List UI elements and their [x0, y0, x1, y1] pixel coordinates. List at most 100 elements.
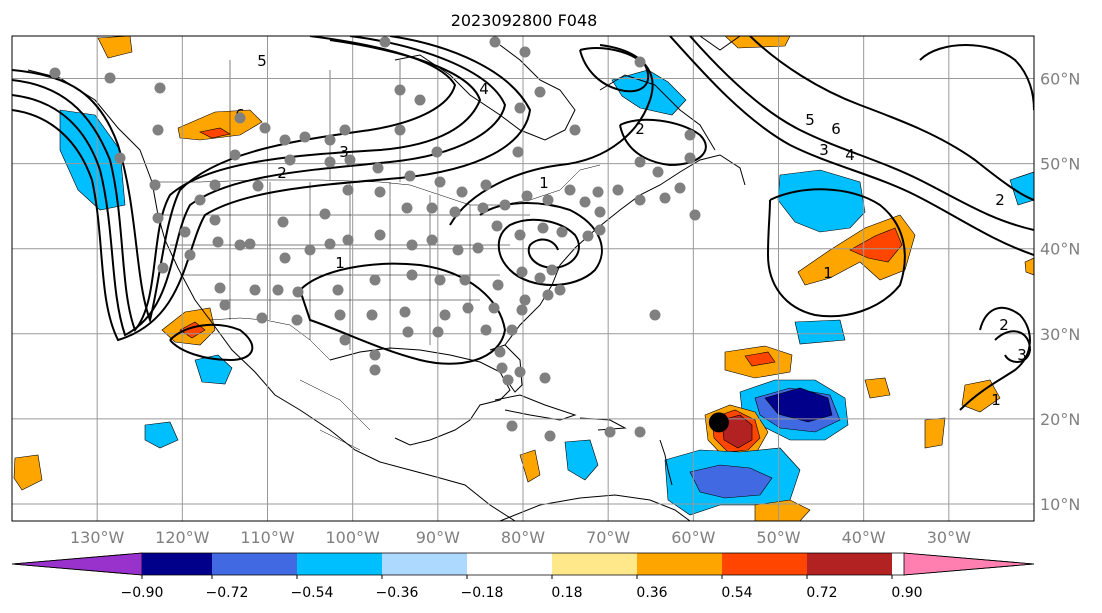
contour-label: 4: [479, 80, 489, 98]
colorbar-segment: [552, 553, 637, 575]
obs-dot: [344, 154, 356, 166]
obs-dot: [342, 184, 354, 196]
obs-dot: [104, 72, 116, 84]
shade-blue-pacific2: [144, 421, 179, 449]
obs-dot: [488, 302, 500, 314]
colorbar-tick-label: −0.18: [461, 585, 504, 601]
contour-label: 5: [257, 52, 267, 70]
shade-darkred-storm: [721, 414, 753, 449]
contour-atl-3: [669, 36, 1034, 256]
lon-tick-label: 100°W: [325, 528, 380, 547]
lat-tick-label: 10°N: [1040, 495, 1080, 514]
shade-orange-farE: [1024, 257, 1034, 276]
obs-dot: [594, 206, 606, 218]
colorbar-segment: [807, 553, 892, 575]
obs-dot: [372, 162, 384, 174]
obs-dot: [537, 222, 549, 234]
longitude-ticks: 130°W 120°W 110°W 100°W 90°W 80°W 70°W 60°W 50°W…: [70, 528, 971, 547]
obs-dot: [292, 286, 304, 298]
shade-orange-south: [754, 499, 811, 521]
colorbar-tick-label: 0.54: [721, 585, 752, 601]
obs-dot: [49, 67, 61, 79]
colorbar-extend-high: [903, 552, 1035, 576]
obs-dot: [279, 134, 291, 146]
contour-label: 2: [999, 316, 1009, 334]
obs-dot: [649, 309, 661, 321]
obs-dot: [339, 334, 351, 346]
lon-tick-label: 30°W: [927, 528, 971, 547]
obs-dot: [434, 176, 446, 188]
colorbar-segment: [212, 553, 297, 575]
contour-label: 3: [1017, 346, 1027, 364]
obs-dot: [506, 324, 518, 336]
obs-dot: [342, 234, 354, 246]
obs-dot: [214, 282, 226, 294]
observation-dots: [49, 36, 701, 442]
contour-label: 6: [831, 120, 841, 138]
obs-dot: [684, 129, 696, 141]
lat-tick-label: 40°N: [1040, 240, 1080, 259]
obs-dot: [514, 229, 526, 241]
obs-dot: [592, 186, 604, 198]
contour-atl-4: [749, 36, 1034, 201]
lat-tick-label: 30°N: [1040, 325, 1080, 344]
obs-dot: [404, 170, 416, 182]
obs-dot: [366, 309, 378, 321]
shade-orange-east1: [961, 379, 1001, 413]
shade-orange-east2: [924, 417, 946, 449]
lon-tick-label: 90°W: [416, 528, 460, 547]
obs-dot: [379, 36, 391, 48]
gridlines: [12, 36, 1034, 521]
obs-dot: [612, 184, 624, 196]
contour-label: 3: [819, 141, 829, 159]
contour-w2: [12, 36, 507, 337]
shade-blue-caribbean: [564, 439, 599, 481]
obs-dot: [514, 102, 526, 114]
obs-dot: [279, 252, 291, 264]
obs-dot: [154, 82, 166, 94]
colorbar-extend-low: [11, 552, 143, 576]
obs-dot: [394, 84, 406, 96]
us-mexico-border: [209, 317, 331, 361]
obs-dot: [439, 309, 451, 321]
colorbar-segment: [637, 553, 722, 575]
colorbar: −0.90 −0.72 −0.54 −0.36 −0.18 0.18 0.36 0.54 0.7…: [11, 552, 1035, 601]
obs-dot: [516, 266, 528, 278]
contour-atl-1: [766, 188, 906, 318]
contour-label: 2: [277, 164, 287, 182]
obs-dot: [506, 420, 518, 432]
obs-dot: [212, 236, 224, 248]
colorbar-tick-label: 0.18: [551, 585, 582, 601]
lon-tick-label: 70°W: [586, 528, 630, 547]
obs-dot: [604, 426, 616, 438]
obs-dot: [219, 299, 231, 311]
colorbar-tick-label: −0.36: [376, 585, 419, 601]
lat-tick-label: 20°N: [1040, 410, 1080, 429]
colorbar-segment: [722, 553, 807, 575]
contour-w3: [12, 36, 532, 342]
contour-label: 1: [991, 391, 1001, 409]
shade-blue-mid: [794, 319, 846, 345]
storm-center-marker: [708, 412, 729, 433]
obs-dot: [684, 152, 696, 164]
shade-orange-top1: [97, 36, 133, 59]
obs-dot: [496, 362, 508, 374]
obs-dot: [332, 284, 344, 296]
obs-dot: [426, 202, 438, 214]
obs-dot: [406, 239, 418, 251]
obs-dot: [514, 366, 526, 378]
obs-dot: [634, 426, 646, 438]
obs-dot: [554, 284, 566, 296]
obs-dot: [544, 430, 556, 442]
contour-label: 2: [635, 120, 645, 138]
obs-dot: [209, 179, 221, 191]
obs-dot: [582, 230, 594, 242]
contour-south: [298, 262, 507, 365]
map-area: 65432165432112321: [12, 36, 1034, 521]
obs-dot: [426, 234, 438, 246]
obs-dot: [152, 212, 164, 224]
obs-dot: [252, 180, 264, 192]
obs-dot: [492, 279, 504, 291]
obs-dot: [489, 36, 501, 48]
